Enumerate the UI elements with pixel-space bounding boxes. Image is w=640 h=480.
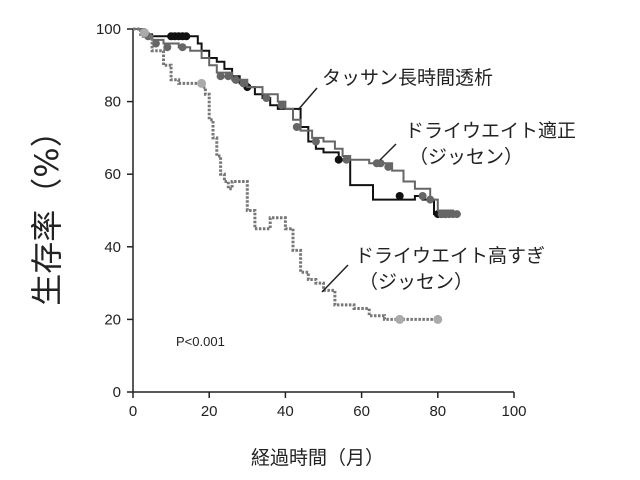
censor-mark bbox=[292, 123, 301, 131]
censor-mark bbox=[163, 43, 172, 52]
p-value-label: P<0.001 bbox=[176, 334, 225, 349]
censor-mark bbox=[197, 78, 207, 88]
y-tick-label: 60 bbox=[104, 166, 121, 183]
x-tick-label: 40 bbox=[277, 403, 294, 420]
y-tick-label: 20 bbox=[104, 311, 121, 328]
plot-area bbox=[133, 27, 461, 324]
x-tick-label: 100 bbox=[501, 403, 526, 420]
censor-mark bbox=[262, 94, 271, 102]
series-label-text: ドライウエイト高すぎ bbox=[355, 245, 545, 267]
y-tick-label: 0 bbox=[113, 384, 121, 401]
series-label-text: （ジッセン） bbox=[359, 271, 473, 293]
series-label-1: タッサン長時間透析 bbox=[297, 67, 493, 111]
series-2 bbox=[133, 28, 461, 219]
censor-mark bbox=[231, 75, 240, 84]
label-pointer bbox=[321, 264, 349, 293]
x-tick-label: 0 bbox=[129, 403, 137, 420]
x-axis-title: 経過時間（月） bbox=[251, 447, 384, 469]
censor-mark bbox=[433, 314, 443, 324]
censor-mark bbox=[384, 162, 393, 171]
series-3 bbox=[133, 27, 443, 324]
y-axis-title: 生存率（%） bbox=[28, 115, 66, 305]
series-line bbox=[133, 28, 461, 216]
series-label-2: ドライウエイト適正 （ジッセン） bbox=[379, 120, 576, 168]
x-tick-label: 80 bbox=[429, 403, 446, 420]
x-tick-label: 60 bbox=[353, 403, 370, 420]
series-label-text: タッサン長時間透析 bbox=[322, 67, 493, 89]
censor-mark bbox=[224, 72, 233, 81]
axes: 0 20 40 60 80 100 0 20 40 60 80 100 経過時間（月） 生存率（%） bbox=[28, 21, 527, 469]
censor-mark bbox=[342, 155, 351, 164]
censor-mark bbox=[139, 28, 149, 38]
censor-mark bbox=[216, 72, 225, 81]
censor-mark bbox=[239, 79, 248, 88]
censor-mark bbox=[151, 39, 160, 48]
censor-mark bbox=[426, 195, 435, 204]
censor-mark bbox=[277, 101, 286, 110]
censor-mark bbox=[376, 159, 385, 168]
censor-mark bbox=[182, 32, 191, 41]
y-tick-label: 80 bbox=[104, 94, 121, 111]
series-label-3: ドライウエイト高すぎ （ジッセン） bbox=[321, 245, 545, 293]
censor-mark bbox=[395, 314, 405, 324]
censor-mark bbox=[311, 137, 320, 146]
y-tick-label: 100 bbox=[96, 21, 121, 38]
label-pointer bbox=[297, 87, 318, 111]
label-pointer bbox=[379, 143, 397, 161]
series-label-text: ドライウエイト適正 bbox=[405, 120, 576, 142]
censor-mark bbox=[395, 192, 404, 200]
censor-mark bbox=[418, 192, 427, 200]
y-tick-label: 40 bbox=[104, 239, 121, 256]
censor-mark bbox=[452, 210, 461, 219]
censor-mark bbox=[178, 43, 187, 52]
series-label-text: （ジッセン） bbox=[409, 146, 523, 168]
x-tick-label: 20 bbox=[201, 403, 218, 420]
series-line bbox=[133, 27, 438, 321]
censor-mark bbox=[334, 155, 343, 164]
